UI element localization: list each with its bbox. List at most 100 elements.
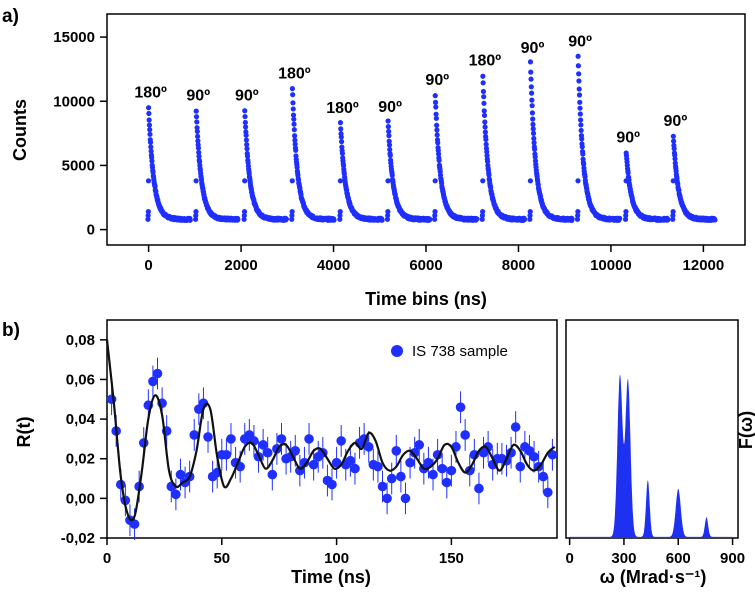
legend-label: IS 738 sample: [412, 343, 508, 360]
data-point: [665, 217, 671, 223]
data-point: [530, 121, 536, 128]
data-point: [391, 446, 402, 456]
data-point: [527, 212, 533, 219]
data-point: [528, 76, 534, 82]
data-point: [432, 93, 438, 99]
data-point: [336, 436, 346, 446]
data-point: [386, 133, 392, 139]
data-point: [291, 121, 297, 127]
data-point: [484, 158, 491, 165]
data-point: [482, 129, 488, 135]
x-tick-label: 900: [720, 550, 745, 567]
data-point: [712, 217, 718, 223]
panel-a-peak-labels: 180º 90º 90º 180º 180º 90º 90º 180º 90º 90º 90º 90º: [134, 33, 687, 146]
data-point: [547, 449, 558, 460]
data-point: [308, 459, 319, 470]
x-tick-label: 12000: [683, 257, 725, 274]
data-point: [530, 130, 537, 136]
data-point: [436, 157, 442, 163]
data-point: [194, 125, 200, 131]
data-point: [577, 99, 583, 105]
data-point: [363, 442, 374, 452]
data-point: [147, 131, 153, 137]
data-point: [431, 216, 438, 222]
data-point: [479, 212, 486, 219]
data-point: [389, 172, 395, 178]
data-point: [531, 135, 537, 142]
data-point: [400, 493, 411, 504]
peak-label: 90º: [425, 72, 449, 89]
data-point: [337, 120, 344, 126]
data-point: [382, 493, 392, 504]
data-point: [337, 212, 343, 219]
data-point: [435, 140, 441, 146]
peak-label: 90º: [664, 113, 688, 130]
data-point: [532, 146, 538, 153]
data-point: [373, 461, 383, 472]
legend-marker: [391, 345, 403, 357]
data-point: [292, 141, 298, 147]
data-point: [304, 434, 314, 444]
data-point: [437, 463, 448, 474]
data-point: [579, 136, 585, 142]
data-point: [528, 90, 535, 96]
data-point: [672, 156, 678, 162]
y-tick-label: 10000: [53, 93, 95, 110]
data-point: [481, 112, 488, 119]
data-point: [241, 209, 248, 215]
data-point: [290, 92, 296, 98]
data-point: [529, 451, 539, 462]
data-point: [290, 106, 296, 112]
panel-b-axes: 0 50 100 150 -0,02 0,00 0,02 0,04 0,06 0,08: [61, 332, 464, 567]
data-point: [530, 126, 536, 132]
peak-label: 90º: [378, 99, 402, 116]
data-point: [195, 138, 201, 144]
data-point: [528, 69, 534, 75]
data-point: [625, 170, 631, 176]
spectrum-x-axis-title: ω (Mrad·s⁻¹): [600, 567, 707, 587]
data-point: [670, 133, 676, 139]
data-point: [339, 150, 346, 156]
data-point: [379, 217, 385, 223]
data-point: [575, 63, 581, 69]
data-point: [480, 178, 486, 184]
data-point: [193, 209, 199, 215]
data-point: [474, 483, 484, 494]
data-point: [474, 216, 480, 222]
data-point: [455, 402, 466, 413]
data-point: [350, 463, 360, 474]
data-point: [241, 216, 247, 222]
data-point: [337, 216, 343, 222]
data-point: [531, 140, 537, 146]
panel-a-y-axis-title: Counts: [10, 99, 30, 161]
data-point: [377, 481, 388, 492]
data-point: [529, 97, 535, 103]
data-point: [481, 108, 487, 114]
data-point: [331, 457, 342, 468]
data-point: [386, 128, 392, 135]
data-point: [147, 139, 154, 145]
data-point: [527, 59, 534, 65]
data-point: [480, 88, 487, 95]
data-point: [385, 118, 391, 124]
data-point: [623, 209, 629, 215]
data-point: [152, 368, 163, 379]
x-tick-label: 4000: [317, 257, 350, 274]
data-point: [433, 111, 439, 117]
data-point: [405, 457, 415, 468]
peak-label: 90º: [186, 87, 210, 104]
data-point: [338, 139, 345, 145]
data-point: [481, 94, 487, 100]
data-point: [569, 216, 575, 222]
data-point: [484, 149, 490, 155]
data-point: [337, 178, 343, 184]
data-point: [291, 116, 297, 122]
data-point: [576, 92, 583, 98]
data-point: [483, 442, 493, 452]
data-point: [434, 127, 440, 133]
data-point: [580, 151, 586, 157]
data-point: [435, 151, 442, 157]
panel-a-points: [145, 53, 718, 223]
data-point: [575, 178, 581, 184]
